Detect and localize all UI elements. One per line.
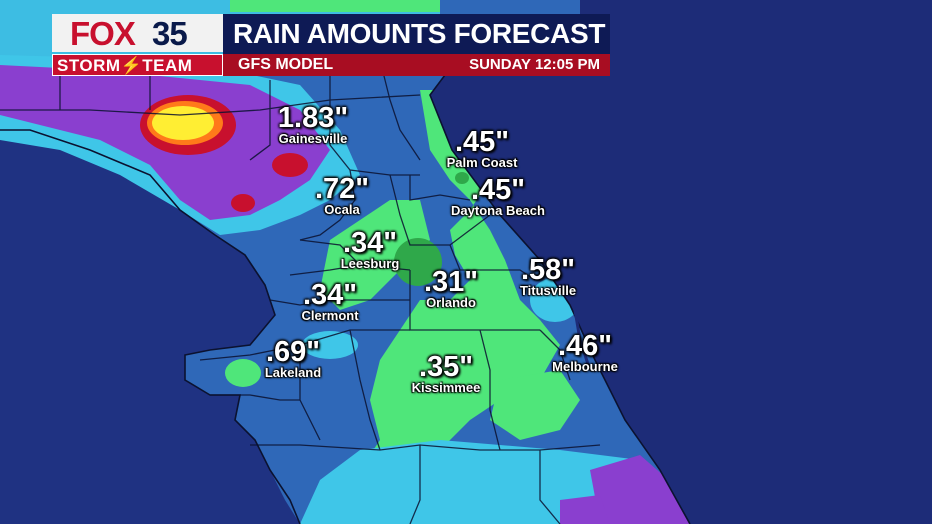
city-label-kissimmee: .35" Kissimmee bbox=[411, 351, 481, 395]
rain-amount: .72" bbox=[314, 173, 370, 205]
city-label-ocala: .72" Ocala bbox=[314, 173, 370, 217]
rain-amount: .34" bbox=[302, 279, 358, 311]
logo-number-text: 35 bbox=[152, 15, 188, 52]
rain-amount: .45" bbox=[454, 126, 510, 158]
city-label-melbourne: .46" Melbourne bbox=[552, 330, 618, 374]
city-name: Clermont bbox=[301, 308, 359, 323]
city-name: Orlando bbox=[426, 295, 476, 310]
rain-amount: .31" bbox=[423, 266, 479, 298]
city-name: Daytona Beach bbox=[451, 203, 545, 218]
header-banner: FOX 35 STORM⚡TEAM RAIN AMOUNTS FORECAST … bbox=[52, 14, 610, 76]
rain-amount: .35" bbox=[418, 351, 474, 383]
city-name: Leesburg bbox=[340, 256, 400, 271]
city-label-leesburg: .34" Leesburg bbox=[340, 227, 400, 271]
city-name: Lakeland bbox=[264, 365, 322, 380]
page-title: RAIN AMOUNTS FORECAST bbox=[233, 18, 606, 49]
model-label: GFS MODEL bbox=[238, 56, 334, 73]
city-name: Melbourne bbox=[552, 359, 618, 374]
east-coastline bbox=[429, 59, 691, 524]
time-label: SUNDAY 12:05 PM bbox=[469, 56, 600, 73]
city-label-lakeland: .69" Lakeland bbox=[264, 336, 322, 380]
city-name: Gainesville bbox=[278, 131, 348, 146]
storm-team-text: STORM⚡TEAM bbox=[57, 56, 193, 75]
west-coastline bbox=[0, 129, 301, 524]
rain-amount: .69" bbox=[265, 336, 321, 368]
city-name: Ocala bbox=[324, 202, 360, 217]
city-label-titusville: .58" Titusville bbox=[519, 254, 577, 298]
city-label-daytona-beach: .45" Daytona Beach bbox=[451, 174, 545, 218]
city-name: Kissimmee bbox=[411, 380, 481, 395]
rain-amount: .45" bbox=[470, 174, 526, 206]
city-label-gainesville: 1.83" Gainesville bbox=[277, 102, 349, 146]
city-label-orlando: .31" Orlando bbox=[423, 266, 479, 310]
county-lines bbox=[0, 55, 601, 524]
gulf-area bbox=[0, 130, 300, 524]
rain-amount: .34" bbox=[342, 227, 398, 259]
city-label-palm-coast: .45" Palm Coast bbox=[446, 126, 518, 170]
rain-amount: .46" bbox=[557, 330, 613, 362]
city-label-clermont: .34" Clermont bbox=[301, 279, 359, 323]
logo-fox-text: FOX bbox=[70, 15, 136, 52]
subtitle-bar: GFS MODEL SUNDAY 12:05 PM bbox=[223, 54, 610, 76]
fox35-logo: FOX 35 bbox=[52, 14, 223, 52]
city-name: Palm Coast bbox=[446, 155, 518, 170]
rain-amount: .58" bbox=[520, 254, 576, 286]
rain-amount: 1.83" bbox=[277, 102, 349, 134]
storm-team-badge: STORM⚡TEAM bbox=[52, 54, 223, 76]
title-bar: RAIN AMOUNTS FORECAST bbox=[223, 14, 610, 54]
city-name: Titusville bbox=[519, 283, 577, 298]
lagoon bbox=[553, 249, 592, 371]
